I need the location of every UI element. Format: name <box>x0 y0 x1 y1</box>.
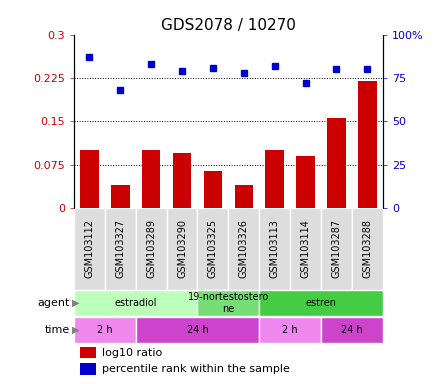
Text: GSM103325: GSM103325 <box>207 219 217 278</box>
Text: ▶: ▶ <box>72 298 79 308</box>
Text: estren: estren <box>305 298 336 308</box>
Text: ▶: ▶ <box>72 325 79 335</box>
Bar <box>74 208 105 290</box>
Text: 24 h: 24 h <box>186 325 208 335</box>
Text: GSM103289: GSM103289 <box>146 219 156 278</box>
Bar <box>234 185 253 208</box>
Text: log10 ratio: log10 ratio <box>102 348 161 358</box>
Text: GSM103112: GSM103112 <box>84 219 94 278</box>
Text: GSM103326: GSM103326 <box>238 219 248 278</box>
Bar <box>197 208 228 290</box>
Text: 2 h: 2 h <box>97 325 112 335</box>
Text: GSM103114: GSM103114 <box>300 219 310 278</box>
Text: GSM103288: GSM103288 <box>362 219 372 278</box>
Bar <box>357 81 376 208</box>
Text: 24 h: 24 h <box>340 325 362 335</box>
Text: GSM103287: GSM103287 <box>331 219 341 278</box>
Bar <box>166 208 197 290</box>
Bar <box>80 363 95 375</box>
Text: agent: agent <box>37 298 69 308</box>
Bar <box>105 208 135 290</box>
Bar <box>228 208 259 290</box>
Bar <box>351 208 382 290</box>
Bar <box>197 290 259 316</box>
Bar <box>74 290 197 316</box>
Bar <box>296 156 314 208</box>
Bar <box>111 185 129 208</box>
Title: GDS2078 / 10270: GDS2078 / 10270 <box>161 18 295 33</box>
Text: GSM103113: GSM103113 <box>269 219 279 278</box>
Text: GSM103327: GSM103327 <box>115 219 125 278</box>
Bar <box>135 317 259 343</box>
Bar <box>259 290 382 316</box>
Bar <box>141 150 160 208</box>
Text: time: time <box>44 325 69 335</box>
Bar <box>320 208 351 290</box>
Bar <box>80 150 99 208</box>
Bar <box>289 208 320 290</box>
Bar <box>265 150 283 208</box>
Bar <box>320 317 382 343</box>
Bar <box>259 317 320 343</box>
Bar <box>74 317 135 343</box>
Bar <box>259 208 289 290</box>
Text: 2 h: 2 h <box>282 325 297 335</box>
Bar <box>80 347 95 358</box>
Bar <box>172 153 191 208</box>
Bar <box>326 118 345 208</box>
Text: GSM103290: GSM103290 <box>177 219 187 278</box>
Bar <box>203 170 222 208</box>
Text: percentile rank within the sample: percentile rank within the sample <box>102 364 289 374</box>
Text: estradiol: estradiol <box>114 298 157 308</box>
Bar <box>135 208 166 290</box>
Text: 19-nortestostero
ne: 19-nortestostero ne <box>187 292 268 314</box>
